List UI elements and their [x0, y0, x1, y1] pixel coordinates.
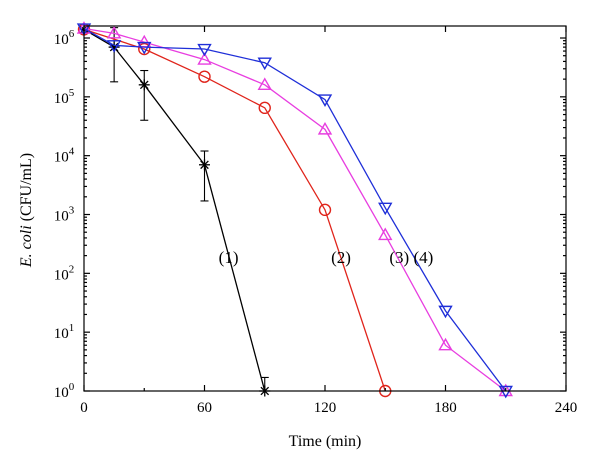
y-tick-label: 101	[54, 322, 75, 342]
y-axis-title-units: (CFU/mL)	[18, 153, 35, 225]
series-4	[76, 23, 513, 399]
x-tick-label: 240	[555, 400, 578, 416]
curve-label-2: (2)	[331, 248, 351, 267]
series-1	[78, 23, 271, 397]
data-point	[317, 121, 333, 135]
data-point	[498, 385, 513, 399]
data-point	[199, 159, 210, 171]
y-tick-label: 104	[54, 146, 75, 166]
data-point	[258, 101, 271, 115]
data-point	[106, 40, 122, 53]
data-point	[198, 70, 211, 83]
y-axis: 100 101 102 103 104 105 106	[54, 28, 566, 401]
y-tick-label: 102	[54, 263, 75, 283]
series-line	[83, 28, 266, 392]
series-2	[77, 23, 392, 398]
data-point	[76, 23, 92, 36]
series-3	[76, 21, 513, 397]
y-tick-label: 106	[54, 28, 75, 48]
y-tick-label: 100	[54, 381, 75, 401]
curve-label-1: (1)	[219, 248, 239, 267]
x-tick-label: 0	[80, 400, 88, 416]
x-axis-title: Time (min)	[289, 433, 362, 450]
y-tick-label: 105	[54, 87, 75, 107]
data-point	[137, 41, 152, 55]
series-line	[83, 27, 507, 392]
series-line	[83, 28, 386, 392]
y-tick-label: 103	[54, 205, 75, 225]
data-point	[257, 77, 272, 91]
data-point	[106, 25, 122, 39]
series-line	[83, 27, 507, 392]
x-tick-label: 180	[434, 400, 457, 416]
y-axis-title: E. coli (CFU/mL)	[18, 153, 35, 268]
plot-frame	[83, 25, 567, 392]
data-point	[197, 52, 212, 65]
data-point	[438, 337, 453, 351]
curve-label-4: (4)	[413, 248, 433, 267]
curve-label-3: (3)	[389, 248, 409, 267]
data-point	[317, 94, 333, 107]
x-axis: 0 60 120 180 240	[80, 26, 577, 416]
x-tick-label: 60	[197, 400, 212, 416]
data-point	[318, 203, 332, 217]
data-point	[138, 79, 150, 91]
y-axis-title-italic: E. coli	[18, 225, 35, 268]
data-point	[257, 57, 272, 71]
data-point	[438, 305, 453, 319]
series-layer	[76, 21, 513, 399]
data-point	[378, 202, 393, 216]
data-point	[498, 383, 513, 397]
curve-labels: (1) (2) (3) (4)	[219, 248, 434, 267]
x-tick-label: 120	[314, 400, 337, 416]
data-point	[378, 227, 393, 241]
data-point	[197, 43, 212, 57]
